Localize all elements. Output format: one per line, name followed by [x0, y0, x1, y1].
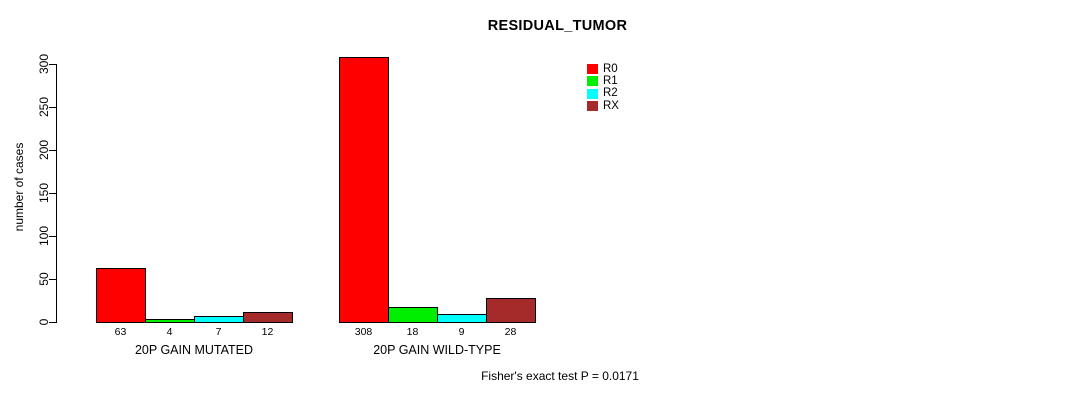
bar-value-label: 28	[504, 326, 517, 338]
y-tick-label: 200	[37, 139, 51, 161]
bar-r0	[339, 57, 389, 323]
y-axis-tick	[49, 279, 56, 280]
legend-swatch-r2	[587, 88, 598, 99]
chart-title: RESIDUAL_TUMOR	[487, 18, 628, 34]
y-tick-label: 100	[37, 225, 51, 247]
category-label: 20P GAIN MUTATED	[134, 343, 254, 357]
y-axis-line	[56, 64, 57, 323]
y-axis-tick	[49, 322, 56, 323]
y-tick-label: 300	[37, 53, 51, 75]
stat-annotation: Fisher's exact test P = 0.0171	[481, 369, 639, 383]
legend-swatch-r0	[587, 64, 598, 74]
bar-r2	[194, 315, 244, 323]
y-axis-tick	[49, 236, 56, 237]
bar-value-label: 308	[354, 326, 373, 338]
legend-label-rx: RX	[603, 99, 619, 112]
legend-label-r2: R2	[603, 87, 618, 100]
bar-r1	[145, 318, 195, 323]
bar-value-label: 12	[261, 326, 274, 338]
bar-value-label: 9	[458, 326, 465, 338]
bar-r1	[388, 306, 438, 323]
category-label: 20P GAIN WILD-TYPE	[373, 343, 501, 357]
bar-rx	[243, 311, 293, 323]
bar-value-label: 7	[215, 326, 222, 338]
bar-value-label: 4	[166, 326, 173, 338]
bar-r2	[437, 314, 487, 323]
y-tick-label: 250	[37, 96, 51, 118]
legend-label-r1: R1	[603, 74, 618, 87]
legend-swatch-rx	[587, 101, 598, 112]
bar-value-label: 18	[406, 326, 419, 338]
bar-r0	[96, 267, 146, 323]
legend-swatch-r1	[587, 76, 598, 87]
y-axis-tick	[49, 193, 56, 194]
legend-label-r0: R0	[603, 62, 618, 75]
y-axis-tick	[49, 107, 56, 108]
bar-value-label: 63	[114, 326, 127, 338]
y-axis-label: number of cases	[12, 142, 26, 232]
y-axis-tick	[49, 150, 56, 151]
y-tick-label: 50	[37, 272, 51, 286]
y-tick-label: 150	[37, 182, 51, 204]
y-axis-tick	[49, 64, 56, 65]
y-tick-label: 0	[37, 318, 51, 326]
bar-rx	[486, 297, 536, 323]
